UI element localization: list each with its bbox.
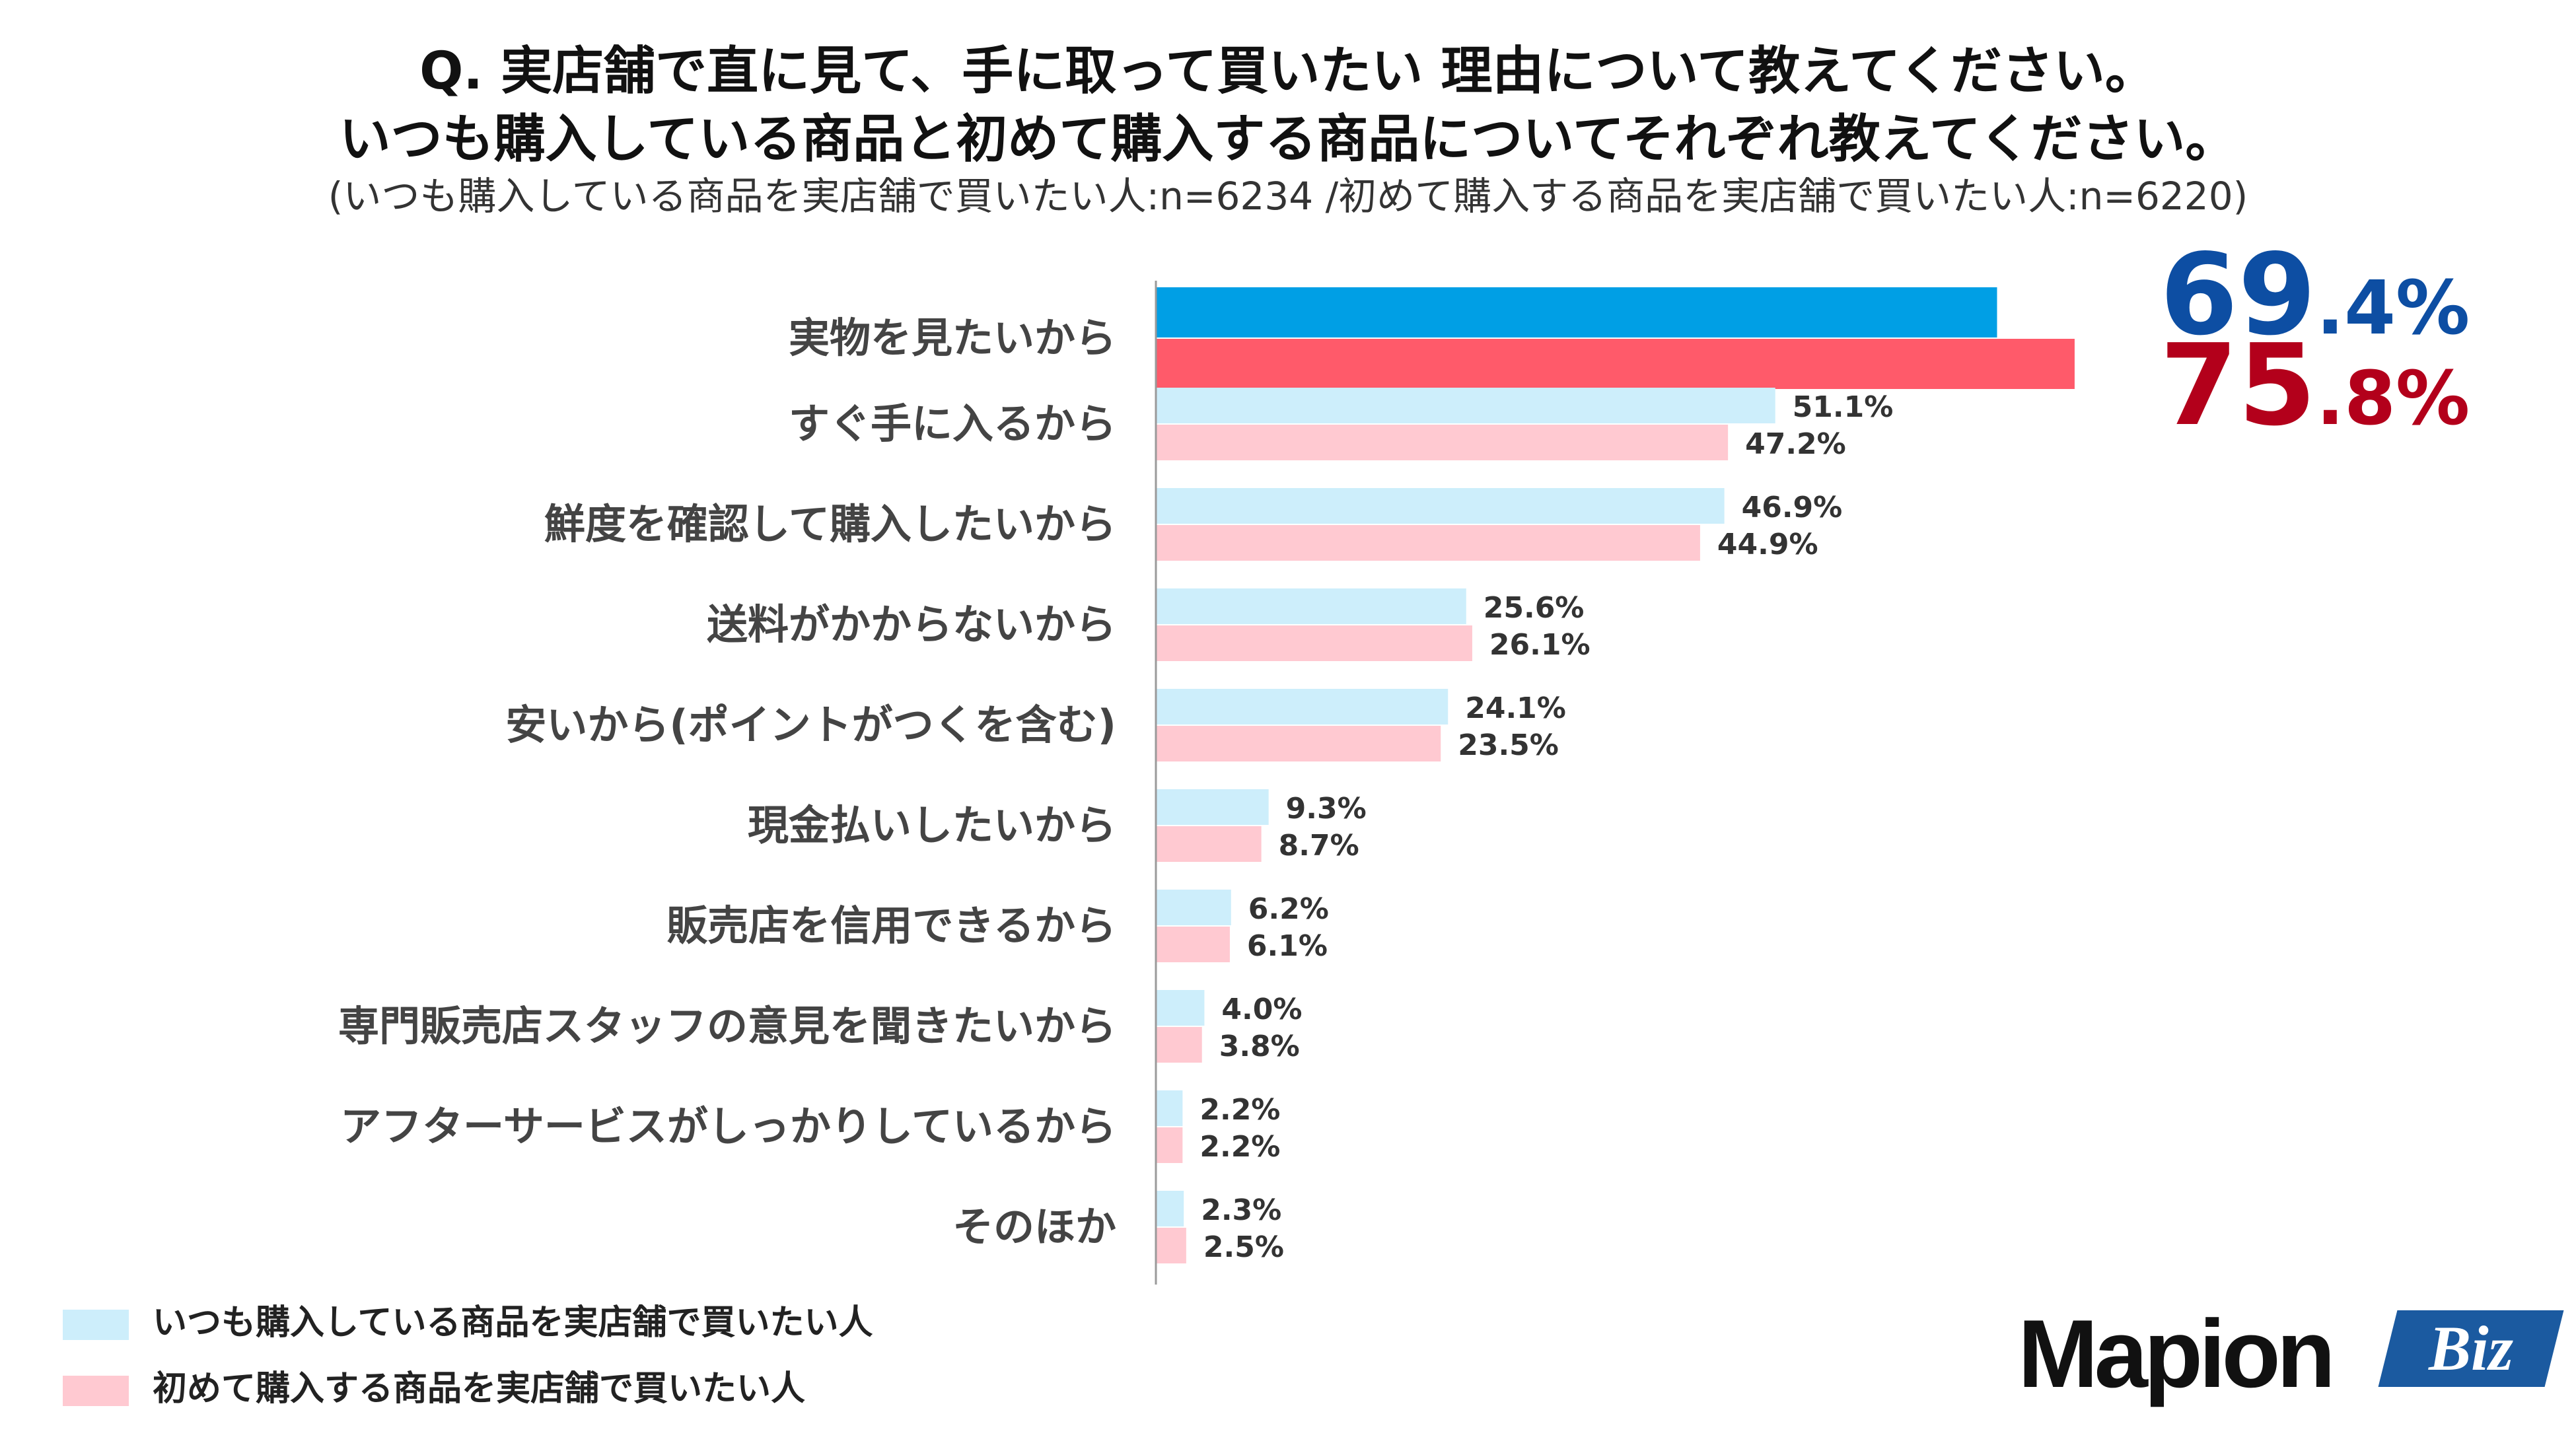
bar-s1-4 xyxy=(1156,689,1449,725)
bar-s2-1 xyxy=(1156,425,1729,460)
data-label-s1-3: 25.6% xyxy=(1484,591,1585,625)
data-label-s1-6: 6.2% xyxy=(1248,892,1329,926)
legend-item-series1: いつも購入している商品を実店舗で買いたい人 xyxy=(63,1294,873,1344)
data-label-s1-7: 4.0% xyxy=(1221,993,1302,1026)
data-label-s2-4: 23.5% xyxy=(1458,728,1559,762)
bar-s2-7 xyxy=(1156,1027,1202,1063)
bar-s2-4 xyxy=(1156,726,1441,761)
data-label-s2-5: 8.7% xyxy=(1279,829,1359,863)
bar-s2-6 xyxy=(1156,927,1230,962)
category-label-1: すぐ手に入るから xyxy=(789,400,1116,448)
category-label-8: アフターサービスがしっかりしているから xyxy=(340,1102,1116,1150)
data-label-s1-8: 2.2% xyxy=(1199,1093,1280,1127)
data-label-s2-7: 3.8% xyxy=(1219,1030,1300,1063)
bar-s2-9 xyxy=(1156,1228,1186,1263)
bar-s1-2 xyxy=(1156,488,1725,524)
chart-title-line2: いつも購入している商品と初めて購入する商品についてそれぞれ教えてください。 xyxy=(339,110,2237,169)
highlight-int-s1: 69 xyxy=(2160,230,2316,361)
bar-s1-3 xyxy=(1156,588,1466,624)
logo-wordmark: Mapion xyxy=(2018,1300,2336,1407)
bar-s1-8 xyxy=(1156,1090,1183,1126)
data-label-s2-9: 2.5% xyxy=(1203,1230,1284,1264)
category-label-4: 安いから(ポイントがつくを含む) xyxy=(505,701,1116,749)
bar-s1-9 xyxy=(1156,1191,1184,1226)
legend-swatch-series1 xyxy=(63,1310,129,1340)
legend-item-series2: 初めて購入する商品を実店舗で買いたい人 xyxy=(63,1361,805,1410)
data-label-s2-3: 26.1% xyxy=(1489,628,1591,662)
legend-label-series1: いつも購入している商品を実店舗で買いたい人 xyxy=(153,1303,873,1343)
highlight-label-s1: 69.4% xyxy=(2160,230,2470,361)
bar-s1-1 xyxy=(1156,388,1775,423)
highlight-int-s2: 75 xyxy=(2160,320,2316,451)
category-label-5: 現金払いしたいから xyxy=(748,801,1116,849)
legend-swatch-series2 xyxy=(63,1376,129,1406)
highlight-dec-s2: .8% xyxy=(2316,356,2470,442)
bar-s1-7 xyxy=(1156,990,1205,1026)
category-label-3: 送料がかからないから xyxy=(707,600,1116,649)
bar-s1-0 xyxy=(1156,287,1997,337)
data-label-s2-8: 2.2% xyxy=(1199,1130,1280,1164)
data-label-s2-1: 47.2% xyxy=(1745,427,1846,461)
bar-s2-5 xyxy=(1156,826,1262,862)
category-label-6: 販売店を信用できるから xyxy=(666,901,1116,950)
data-label-s1-9: 2.3% xyxy=(1201,1193,1281,1227)
bar-s2-2 xyxy=(1156,525,1700,561)
data-label-s1-1: 51.1% xyxy=(1793,390,1894,424)
data-label-s2-6: 6.1% xyxy=(1247,929,1328,963)
chart-subtitle: (いつも購入している商品を実店舗で買いたい人:n=6234 /初めて購入する商品… xyxy=(328,174,2248,219)
bar-s2-3 xyxy=(1156,625,1472,661)
category-label-2: 鮮度を確認して購入したいから xyxy=(544,500,1116,548)
data-label-s1-5: 9.3% xyxy=(1286,792,1367,826)
data-label-s1-4: 24.1% xyxy=(1465,691,1566,725)
bar-s1-5 xyxy=(1156,789,1269,825)
legend-label-series2: 初めて購入する商品を実店舗で買いたい人 xyxy=(153,1369,806,1409)
data-label-s2-2: 44.9% xyxy=(1717,528,1818,561)
highlight-dec-s1: .4% xyxy=(2316,265,2470,351)
bar-s1-6 xyxy=(1156,890,1231,925)
logo-tag-text: Biz xyxy=(2428,1313,2514,1384)
category-label-9: そのほか xyxy=(952,1203,1116,1251)
chart-title-line1: Q. 実店舗で直に見て、手に取って買いたい 理由について教えてください。 xyxy=(419,42,2157,101)
category-label-0: 実物を見たいから xyxy=(789,314,1116,362)
highlight-label-s2: 75.8% xyxy=(2160,320,2470,451)
data-label-s1-2: 46.9% xyxy=(1742,491,1843,524)
bar-s2-0 xyxy=(1156,339,2075,389)
category-label-7: 専門販売店スタッフの意見を聞きたいから xyxy=(338,1002,1116,1050)
bar-s2-8 xyxy=(1156,1127,1183,1163)
